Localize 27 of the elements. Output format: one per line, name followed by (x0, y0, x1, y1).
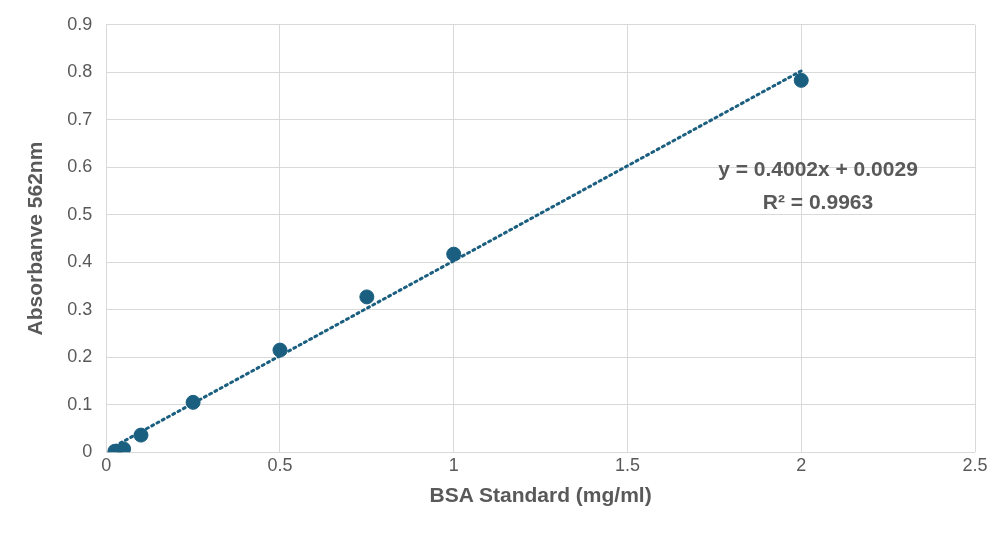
x-tick-label: 0 (101, 454, 112, 475)
point (133, 427, 149, 443)
x-tick-label: 1.5 (614, 454, 640, 475)
y-tick-label: 0.4 (67, 251, 93, 272)
x-tick-label: 2 (796, 454, 807, 475)
point (446, 246, 462, 262)
x-tick-label: 0.5 (267, 454, 293, 475)
point (359, 289, 375, 305)
x-axis-title: BSA Standard (mg/ml) (429, 483, 652, 507)
x-tick-label: 2.5 (962, 454, 988, 475)
x-tick-label: 1 (448, 454, 459, 475)
annotation: R² = 0.9963 (762, 189, 874, 213)
point (116, 441, 132, 453)
y-tick-label: 0.1 (67, 393, 93, 414)
point (272, 342, 288, 358)
y-tick-label: 0.7 (67, 108, 93, 129)
y-tick-label: 0.8 (67, 61, 93, 82)
y-tick-label: 0.9 (67, 13, 93, 34)
y-tick-label: 0 (82, 441, 93, 462)
y-tick-label: 0.5 (67, 203, 93, 224)
y-tick-label: 0.2 (67, 346, 93, 367)
annotation: y = 0.4002x + 0.0029 (718, 156, 918, 180)
y-tick-label: 0.6 (67, 156, 93, 177)
point (185, 394, 201, 410)
y-tick-label: 0.3 (67, 298, 93, 319)
y-axis-title: Absorbanve 562nm (23, 141, 47, 336)
point (793, 72, 809, 88)
